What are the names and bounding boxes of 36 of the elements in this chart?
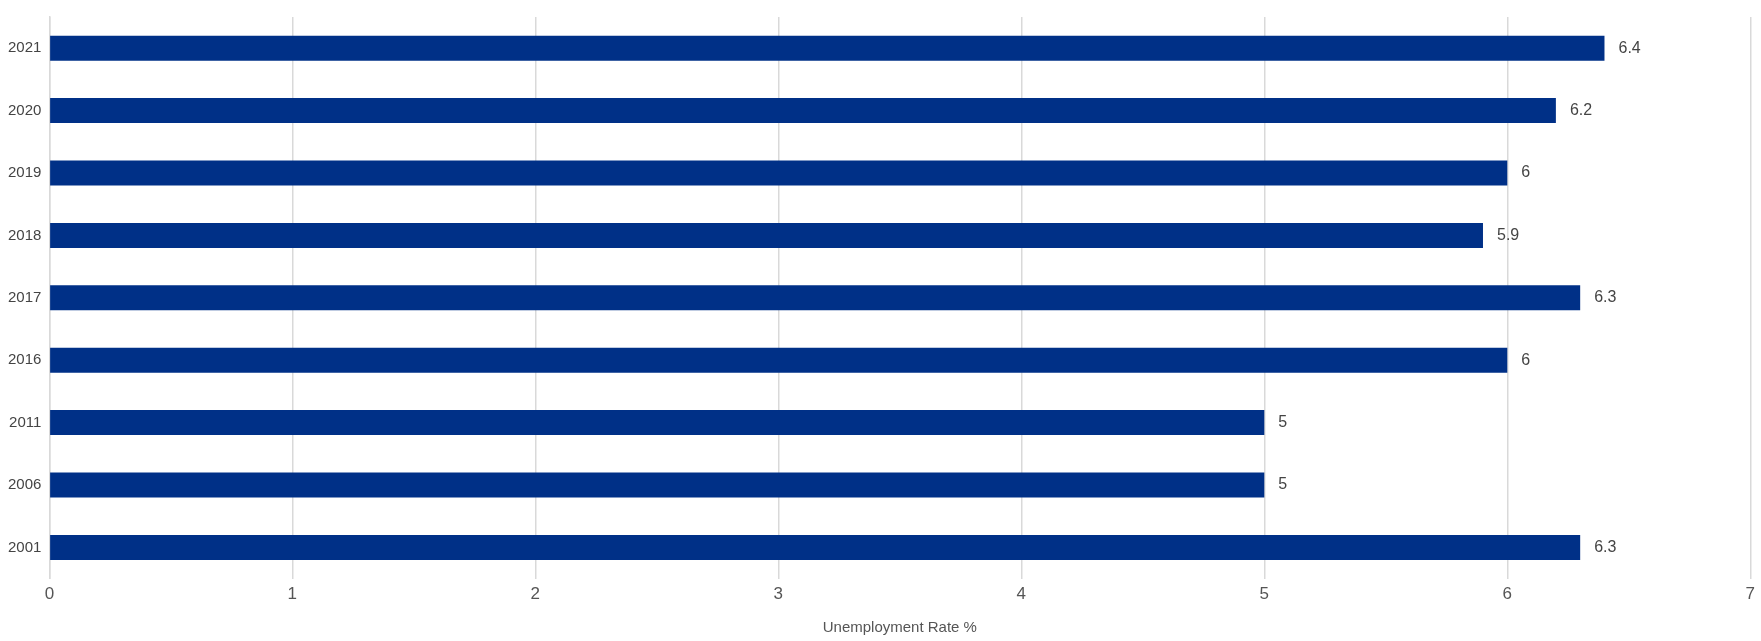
y-tick-label: 2021 [7, 38, 42, 56]
y-tick-label: 2018 [7, 225, 42, 243]
y-tick-label: 2011 [9, 412, 42, 430]
y-tick-label: 2006 [7, 475, 42, 493]
x-tick-label: 6 [1502, 584, 1513, 604]
data-label: 6 [1521, 163, 1531, 181]
data-label: 5 [1278, 475, 1288, 493]
data-label: 6 [1521, 350, 1531, 368]
data-label: 6.3 [1594, 288, 1617, 306]
x-tick-label: 2 [530, 584, 541, 604]
bar [50, 410, 1265, 436]
x-tick-label: 5 [1259, 584, 1270, 604]
y-tick-label: 2016 [7, 350, 42, 368]
bar [50, 347, 1508, 373]
x-tick-label: 7 [1745, 584, 1756, 604]
x-tick-label: 1 [287, 584, 298, 604]
x-tick-label: 0 [44, 584, 55, 604]
x-tick-label: 3 [773, 584, 784, 604]
data-label: 5 [1278, 413, 1288, 431]
y-tick-label: 2020 [7, 100, 42, 118]
y-tick-label: 2017 [7, 287, 42, 305]
data-label: 5.9 [1496, 225, 1520, 243]
data-label: 6.3 [1594, 537, 1617, 555]
x-axis-title: Unemployment Rate % [822, 618, 977, 636]
bar [50, 285, 1581, 311]
y-tick-label: 2019 [7, 163, 42, 181]
data-label: 6.4 [1618, 38, 1641, 56]
bar [50, 160, 1508, 186]
bar [50, 472, 1265, 498]
x-tick-label: 4 [1016, 584, 1027, 604]
y-tick-label: 2001 [7, 537, 42, 555]
data-label: 6.2 [1569, 101, 1593, 119]
bar [50, 534, 1581, 560]
bar [50, 35, 1605, 61]
bar [50, 222, 1483, 248]
bar [50, 98, 1556, 124]
